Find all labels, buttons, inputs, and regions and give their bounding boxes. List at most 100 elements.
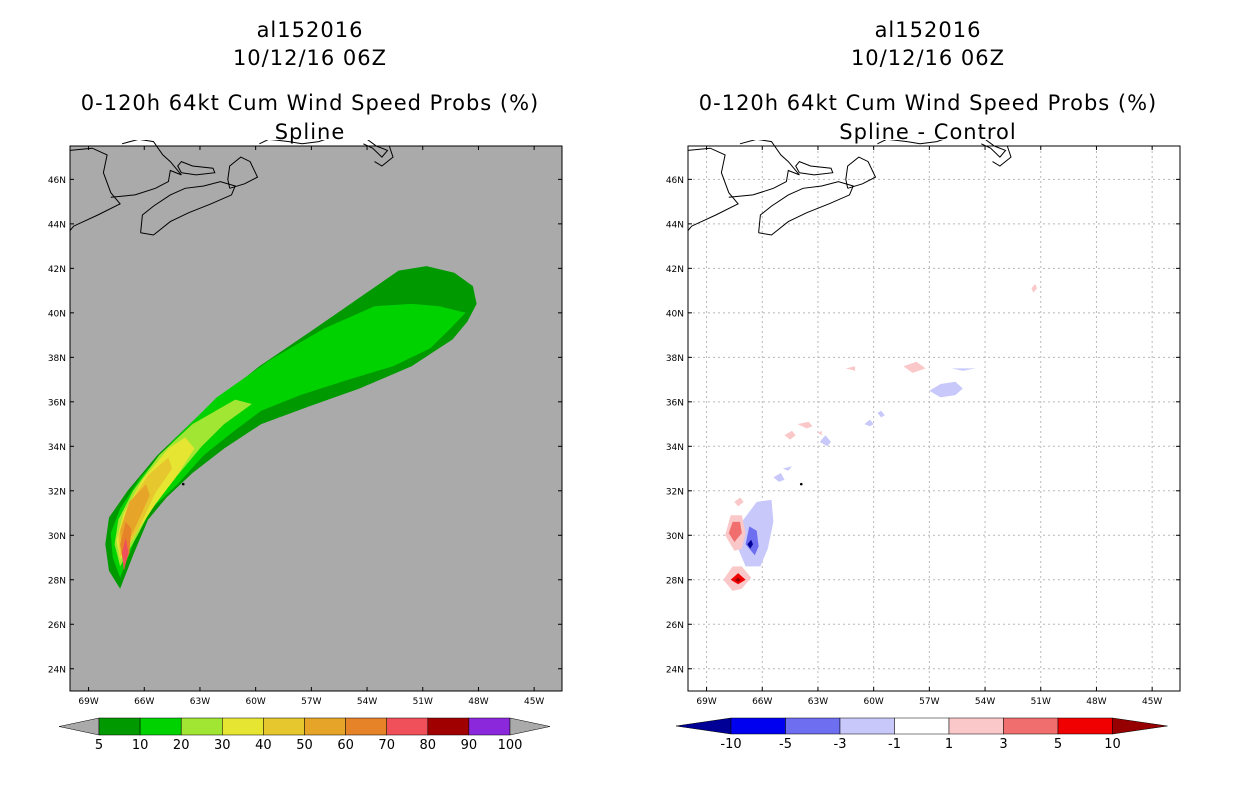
colorbar-label: 5 — [1054, 737, 1062, 752]
y-tick-label: 28N — [666, 576, 684, 586]
x-tick-label: 54W — [975, 697, 995, 707]
colorbar-segment — [386, 717, 429, 736]
y-tick-label: 26N — [666, 621, 684, 631]
colorbar-segment — [180, 717, 223, 736]
colorbar-label: -5 — [779, 737, 792, 752]
colorbar-segment — [139, 717, 182, 736]
contour-1 — [903, 361, 926, 373]
storm-center-marker — [181, 482, 185, 486]
colorbar-label: -3 — [834, 737, 847, 752]
colorbar-label: 5 — [95, 738, 103, 753]
colorbar-label: 10 — [132, 738, 149, 753]
colorbar-segment — [1057, 717, 1113, 735]
y-tick-label: 24N — [48, 665, 66, 675]
colorbar-under-triangle — [58, 717, 100, 736]
x-tick-label: 63W — [190, 697, 210, 707]
y-tick-label: 34N — [48, 443, 66, 453]
x-tick-label: 66W — [134, 697, 154, 707]
colorbar-segment — [948, 717, 1004, 735]
colorbar-segment — [98, 717, 141, 736]
y-tick-label: 30N — [48, 532, 66, 542]
colorbar-segment — [785, 717, 841, 735]
colorbar-segment — [304, 717, 346, 736]
y-tick-label: 24N — [666, 665, 684, 675]
contour-1 — [818, 430, 822, 436]
y-tick-label: 36N — [48, 398, 66, 408]
contour-neg10 — [747, 539, 753, 549]
y-tick-label: 36N — [666, 398, 684, 408]
x-tick-label: 57W — [301, 697, 321, 707]
x-tick-label: 60W — [863, 697, 883, 707]
coastline — [69, 140, 394, 236]
x-tick-label: 66W — [752, 697, 772, 707]
contour-neg1 — [929, 381, 963, 398]
map-background — [70, 146, 562, 691]
colorbar-label: 10 — [1104, 737, 1121, 752]
map-background — [688, 146, 1180, 691]
contour-1 — [734, 497, 744, 507]
x-tick-label: 60W — [245, 697, 265, 707]
y-tick-label: 38N — [48, 354, 66, 364]
coastline — [687, 140, 1012, 236]
contour-70 — [122, 537, 129, 571]
colorbar-segment — [839, 717, 895, 735]
x-tick-label: 48W — [1086, 697, 1106, 707]
contour-1 — [797, 421, 813, 429]
map-frame — [69, 145, 563, 692]
right-product-title: 0-120h 64kt Cum Wind Speed Probs (%) — [698, 91, 1158, 115]
difference-map: 24N 26N 28N 30N 32N 34N 36N 38N 40N 42N 44N 46N 69W… — [666, 140, 1181, 707]
right-storm-id: al152016 — [874, 18, 982, 42]
contour-neg1 — [819, 435, 831, 447]
x-tick-label: 57W — [919, 697, 939, 707]
x-tick-label: 51W — [413, 697, 433, 707]
contour-neg1 — [782, 466, 792, 471]
y-tick-label: 40N — [666, 309, 684, 319]
y-tick-label: 42N — [666, 265, 684, 275]
colorbar-label: 60 — [337, 738, 354, 753]
colorbar-segment — [345, 717, 387, 736]
storm-center-marker — [799, 482, 803, 486]
contour-1 — [1031, 283, 1037, 293]
x-tick-label: 45W — [524, 697, 544, 707]
y-tick-label: 46N — [48, 176, 66, 186]
y-tick-label: 32N — [666, 487, 684, 497]
y-tick-label: 46N — [666, 176, 684, 186]
contour-neg1 — [864, 419, 874, 427]
colorbar-segment — [222, 717, 264, 736]
colorbar-label: 1 — [945, 737, 953, 752]
probability-colorbar: 5 10 20 30 40 50 60 70 80 90 100 — [58, 717, 551, 753]
colorbar-segment — [1003, 717, 1059, 735]
colorbar-segment — [468, 717, 511, 736]
left-datetime: 10/12/16 06Z — [232, 46, 388, 70]
contour-1 — [784, 430, 796, 440]
x-tick-label: 63W — [808, 697, 828, 707]
y-tick-label: 44N — [48, 220, 66, 230]
contour-1 — [845, 366, 856, 371]
colorbar-segment — [263, 717, 305, 736]
contour-10 — [735, 577, 741, 582]
colorbar-label: 90 — [461, 738, 478, 753]
colorbar-label: 3 — [999, 737, 1007, 752]
contour-neg1 — [877, 410, 885, 418]
y-tick-label: 34N — [666, 443, 684, 453]
y-tick-label: 28N — [48, 576, 66, 586]
colorbar-over-triangle — [509, 717, 551, 736]
colorbar-label: 80 — [420, 738, 437, 753]
x-tick-label: 54W — [357, 697, 377, 707]
colorbar-label: 70 — [378, 738, 395, 753]
colorbar-label: 40 — [255, 738, 272, 753]
contour-neg1 — [951, 368, 976, 371]
y-tick-label: 42N — [48, 265, 66, 275]
gridlines — [688, 146, 1180, 691]
y-tick-label: 40N — [48, 309, 66, 319]
x-tick-label: 69W — [78, 697, 98, 707]
colorbar-label: 50 — [296, 738, 313, 753]
colorbar-over-triangle — [1112, 717, 1168, 735]
colorbar-segment — [730, 717, 786, 735]
map-frame — [687, 145, 1181, 692]
colorbar-segment — [427, 717, 470, 736]
y-tick-label: 44N — [666, 220, 684, 230]
x-tick-label: 48W — [468, 697, 488, 707]
left-subtitle: Spline — [274, 120, 346, 144]
colorbar-label: 100 — [498, 738, 523, 753]
